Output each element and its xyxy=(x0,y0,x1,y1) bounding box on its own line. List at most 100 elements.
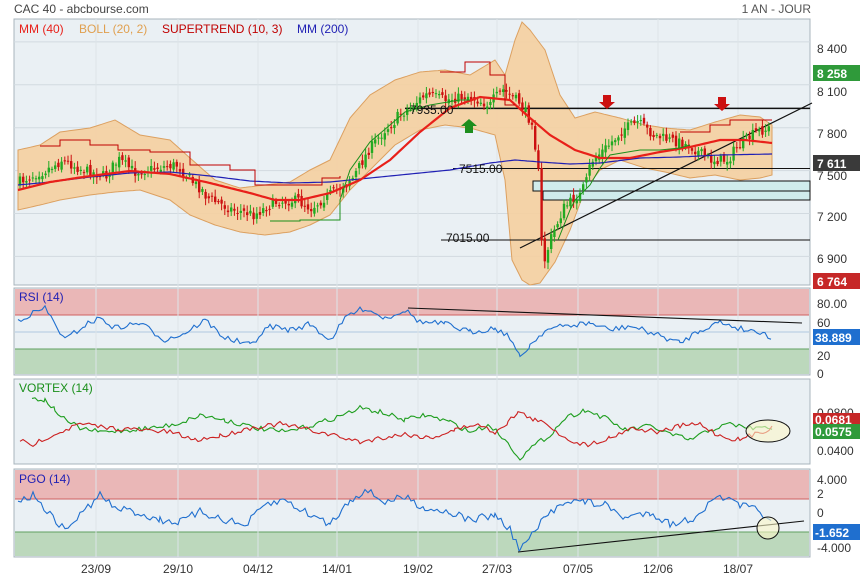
candle-body xyxy=(495,91,498,94)
candle-body xyxy=(450,100,454,102)
candle-body xyxy=(162,166,166,168)
candle-body xyxy=(562,203,566,219)
candle-body xyxy=(630,121,633,123)
supertrend-bull-2 xyxy=(557,144,691,241)
candle-body xyxy=(726,161,729,165)
level-label-7015: 7015.00 xyxy=(446,231,490,245)
candle-body xyxy=(534,126,537,150)
candle-body xyxy=(319,202,322,206)
candle-body xyxy=(665,134,668,141)
candle-body xyxy=(543,238,546,262)
candle-body xyxy=(537,150,540,169)
candle-body xyxy=(431,91,434,94)
candle-body xyxy=(729,161,732,164)
price-tick-6900: 6 900 xyxy=(817,252,847,266)
candle-body xyxy=(569,197,572,207)
rsi-tick-60: 60 xyxy=(817,316,831,330)
vortex-last-tag-green xyxy=(813,424,860,439)
candle-body xyxy=(156,167,159,170)
candle-body xyxy=(217,200,220,203)
candle-body xyxy=(594,157,598,162)
candle-body xyxy=(178,169,182,172)
candle-body xyxy=(582,184,585,191)
candle-body xyxy=(79,169,82,171)
candle-body xyxy=(89,164,92,177)
candle-body xyxy=(182,168,185,177)
candle-body xyxy=(553,229,556,238)
candle-body xyxy=(233,208,236,211)
candle-body xyxy=(297,193,300,198)
supertrend-bear-3 xyxy=(680,119,772,133)
candle-body xyxy=(671,134,674,138)
candle-body xyxy=(329,190,332,192)
last-value-tag-7611 xyxy=(813,155,860,171)
candle-body xyxy=(274,200,278,204)
candle-body xyxy=(102,171,105,175)
candle-body xyxy=(159,169,162,172)
candle-body xyxy=(364,154,367,168)
candle-body xyxy=(140,173,143,175)
candle-body xyxy=(441,92,444,95)
candle-body xyxy=(649,127,652,137)
pgo-last-value: -1.652 xyxy=(815,526,849,540)
candle-body xyxy=(678,138,681,149)
candle-body xyxy=(470,96,473,100)
vortex-title: VORTEX (14) xyxy=(19,381,93,395)
candle-body xyxy=(697,150,700,156)
candle-body xyxy=(380,137,383,139)
candle-body xyxy=(137,174,140,176)
candle-body xyxy=(242,208,246,211)
candle-body xyxy=(521,102,524,111)
pgo-last-tag xyxy=(813,524,860,540)
candle-body xyxy=(610,141,614,146)
candle-body xyxy=(694,151,697,155)
candle-body xyxy=(153,168,156,170)
candle-body xyxy=(415,102,418,107)
pgo-line xyxy=(17,488,772,552)
candle-body xyxy=(422,95,425,98)
candle-body xyxy=(578,192,582,201)
candle-body xyxy=(194,181,198,185)
candle-body xyxy=(498,90,502,92)
last-value-7611: 7 611 xyxy=(817,157,847,171)
rsi-tick-80: 80.00 xyxy=(817,297,847,311)
candle-body xyxy=(127,157,130,168)
candle-body xyxy=(655,134,658,136)
x-tick-23-09: 23/09 xyxy=(81,562,111,576)
candle-body xyxy=(518,93,521,104)
candle-body xyxy=(249,210,252,214)
candle-body xyxy=(188,174,191,176)
candle-body xyxy=(57,162,60,168)
candle-body xyxy=(607,145,610,147)
candle-body xyxy=(354,170,358,178)
candle-body xyxy=(751,129,754,141)
candle-body xyxy=(527,105,530,123)
rsi-overbought-zone xyxy=(15,289,809,315)
candle-body xyxy=(313,207,316,214)
candle-body xyxy=(530,122,534,125)
candle-body xyxy=(118,156,121,168)
candle-body xyxy=(428,92,431,95)
candle-body xyxy=(406,109,409,115)
candle-body xyxy=(143,174,146,176)
pgo-tick-0: 0 xyxy=(817,506,824,520)
candle-body xyxy=(732,146,735,161)
rsi-last-tag xyxy=(813,329,860,345)
candle-body xyxy=(745,134,748,137)
candle-body xyxy=(614,140,617,143)
gap-zone-lower xyxy=(542,190,811,201)
price-tick-8400: 8 400 xyxy=(817,42,847,56)
candle-body xyxy=(418,97,422,104)
candle-body xyxy=(559,218,562,224)
candle-body xyxy=(246,212,249,216)
candle-body xyxy=(239,210,242,213)
candle-body xyxy=(764,130,767,132)
candle-body xyxy=(38,176,41,180)
candle-body xyxy=(754,128,758,131)
candle-body xyxy=(646,124,649,128)
candle-body xyxy=(713,161,716,165)
candle-body xyxy=(34,178,38,180)
candle-body xyxy=(303,205,306,207)
candle-body xyxy=(22,176,25,183)
